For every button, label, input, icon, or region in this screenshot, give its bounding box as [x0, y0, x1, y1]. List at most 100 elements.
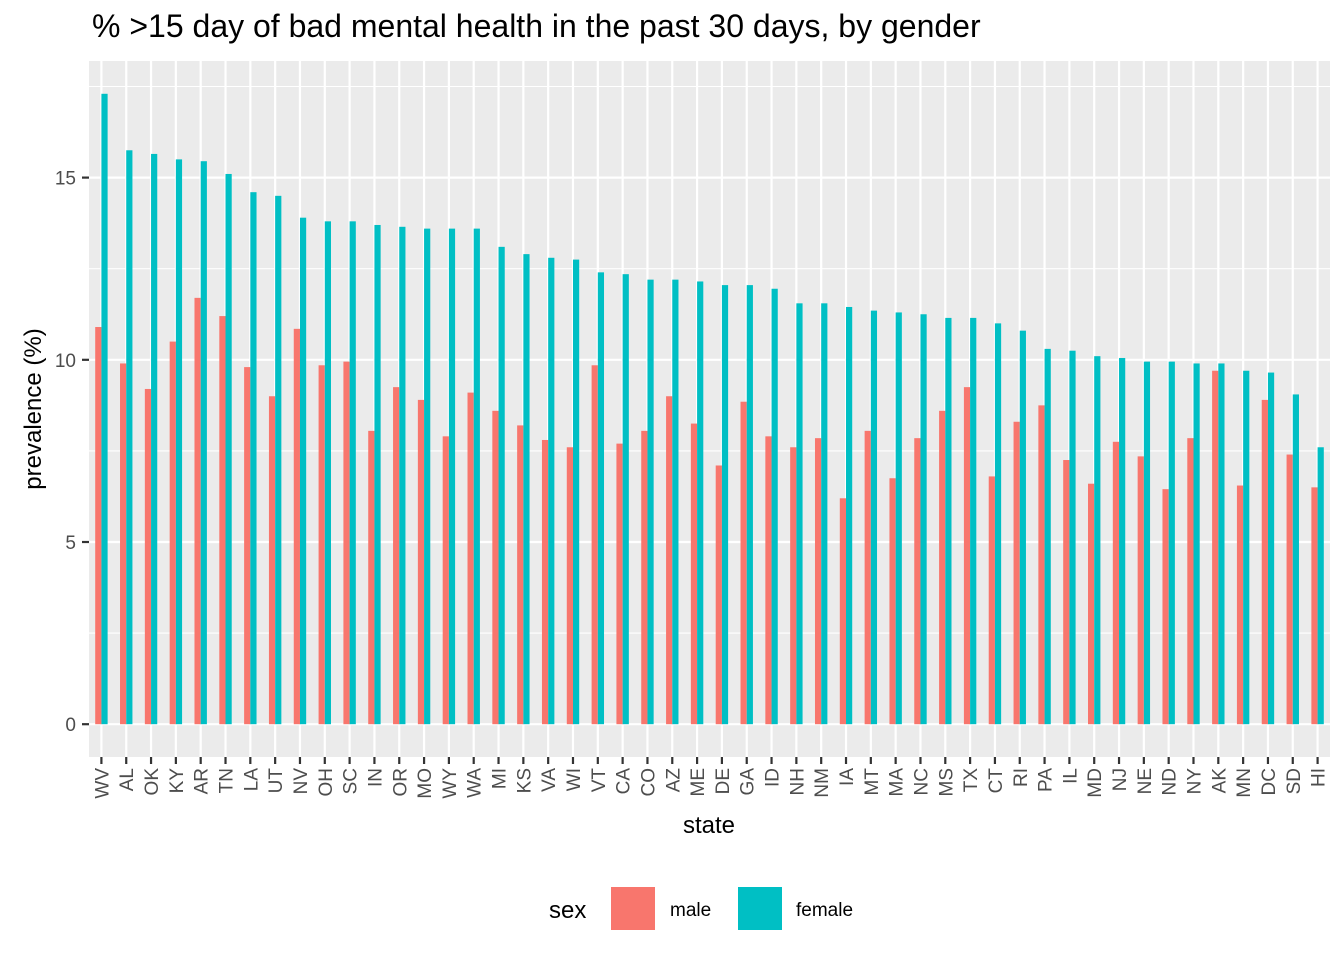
x-tick-label: MT — [862, 768, 883, 796]
bar-female-NH — [796, 303, 803, 725]
bar-male-SD — [1286, 454, 1293, 725]
bar-female-VA — [548, 257, 555, 725]
bar-male-NE — [1137, 456, 1144, 725]
x-tick-label: OK — [142, 768, 163, 796]
x-tick-label: NV — [291, 768, 312, 795]
bar-male-OK — [144, 388, 152, 725]
bar-female-CA — [622, 274, 629, 725]
x-tick-label: UT — [266, 768, 287, 794]
bar-female-CT — [994, 323, 1002, 725]
x-tick-label: OR — [390, 768, 411, 797]
x-tick-label: PA — [1036, 768, 1057, 792]
bar-male-RI — [1013, 421, 1020, 725]
y-tick-label: 10 — [55, 351, 76, 372]
x-tick-label: WA — [465, 768, 486, 798]
x-tick-label: AZ — [663, 768, 684, 793]
x-tick-label: CT — [986, 768, 1007, 794]
bar-male-IA — [839, 498, 847, 725]
x-tick-label: AL — [117, 768, 138, 791]
bar-male-WY — [442, 436, 449, 725]
y-tick-label: 15 — [55, 169, 76, 190]
y-axis: 0 5 10 15 — [55, 169, 89, 736]
x-tick-label: SD — [1284, 768, 1305, 794]
bar-female-WI — [572, 259, 580, 725]
x-tick-label: WI — [564, 768, 585, 791]
bar-male-NH — [790, 447, 797, 725]
x-tick-label: VT — [589, 768, 610, 793]
bar-female-VT — [597, 272, 605, 725]
x-tick-label: VA — [539, 768, 560, 792]
x-tick-label: MD — [1085, 768, 1106, 798]
x-tick-label: CO — [638, 768, 659, 797]
bar-male-KY — [169, 341, 176, 725]
bar-female-IN — [374, 224, 381, 725]
chart-title: % >15 day of bad mental health in the pa… — [92, 8, 981, 44]
x-tick-label: DC — [1259, 768, 1280, 795]
bar-male-NM — [814, 438, 822, 725]
bar-male-WV — [95, 327, 102, 725]
bar-female-MT — [870, 310, 878, 725]
bar-male-LA — [244, 367, 251, 725]
x-tick-label: AR — [192, 768, 213, 794]
bar-male-OR — [393, 387, 400, 725]
bar-male-NY — [1187, 438, 1194, 725]
bar-female-WV — [101, 93, 108, 725]
bar-female-PA — [1044, 348, 1051, 725]
bar-male-MD — [1088, 483, 1095, 725]
bar-female-MD — [1094, 356, 1101, 725]
bar-female-WY — [448, 228, 456, 725]
bar-male-IN — [368, 430, 375, 725]
bar-female-TX — [970, 317, 977, 725]
x-tick-label: ND — [1160, 768, 1181, 795]
bar-female-NJ — [1119, 357, 1126, 725]
legend-key-male — [611, 887, 655, 930]
bar-male-CT — [988, 476, 995, 725]
bar-male-UT — [268, 396, 276, 725]
bar-male-IL — [1063, 460, 1070, 725]
x-tick-label: NH — [787, 768, 808, 795]
bar-male-DE — [715, 465, 722, 725]
x-tick-label: KS — [514, 768, 535, 793]
bar-female-NC — [920, 314, 927, 725]
bar-male-CO — [641, 430, 648, 725]
x-tick-label: MI — [490, 768, 511, 789]
x-tick-label: OH — [316, 768, 337, 797]
bar-female-MS — [945, 317, 952, 725]
bar-female-NY — [1193, 363, 1200, 725]
bar-male-MA — [889, 478, 896, 725]
bar-male-VA — [541, 439, 549, 725]
bar-female-NV — [299, 217, 307, 725]
bar-male-ME — [690, 423, 698, 725]
bar-male-CA — [616, 443, 623, 725]
bar-female-CO — [647, 279, 654, 725]
y-tick-label: 0 — [65, 715, 76, 736]
bar-male-OH — [318, 365, 325, 725]
legend-title: sex — [549, 897, 586, 924]
legend-label-female: female — [796, 900, 853, 921]
x-tick-label: NE — [1135, 768, 1156, 794]
bar-male-MS — [939, 410, 946, 725]
bar-male-MI — [492, 410, 499, 725]
x-axis-title: state — [683, 812, 735, 839]
bar-male-ND — [1162, 489, 1169, 725]
bar-female-DE — [721, 285, 729, 725]
bar-male-NV — [293, 328, 300, 725]
x-tick-label: AK — [1209, 768, 1230, 794]
x-tick-label: HI — [1309, 768, 1330, 787]
x-tick-label: SC — [341, 768, 362, 794]
x-tick-label: MN — [1234, 768, 1255, 798]
y-axis-title: prevalence (%) — [20, 328, 47, 489]
bar-female-DC — [1267, 372, 1275, 725]
bar-female-AZ — [672, 279, 679, 725]
bar-female-IL — [1069, 350, 1076, 725]
bar-male-GA — [740, 401, 747, 725]
bar-female-SC — [349, 221, 356, 725]
bar-female-MI — [498, 246, 505, 725]
x-tick-label: TX — [961, 768, 982, 793]
bar-female-OH — [324, 221, 331, 725]
x-tick-label: DE — [713, 768, 734, 794]
x-tick-label: ID — [763, 768, 784, 787]
bar-female-AR — [200, 161, 207, 725]
bar-male-AZ — [666, 396, 673, 725]
